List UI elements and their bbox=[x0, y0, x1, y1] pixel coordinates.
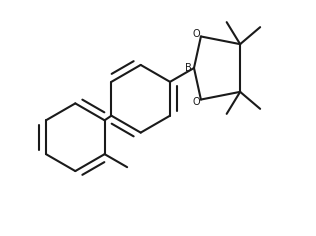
Text: O: O bbox=[192, 29, 200, 39]
Text: B: B bbox=[185, 63, 192, 73]
Text: O: O bbox=[192, 97, 200, 107]
